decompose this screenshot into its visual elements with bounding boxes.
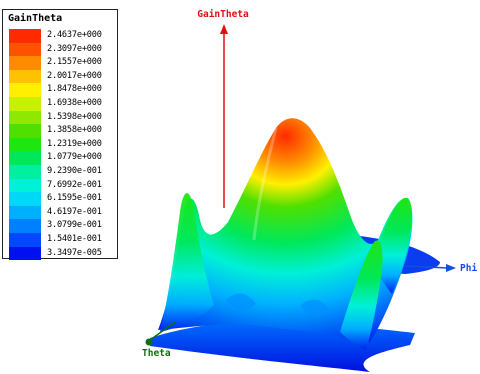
legend-entry: 2.4637e+000 [9,29,115,43]
legend-label: 2.3097e+000 [47,43,102,54]
y-axis-label: Theta [142,348,171,359]
legend-label: 6.1595e-001 [47,193,102,204]
legend-swatch [9,56,41,70]
legend-entry: 1.3858e+000 [9,124,115,138]
legend-swatch [9,110,41,125]
legend-label: 1.6938e+000 [47,98,102,108]
surface-sheen [252,127,278,241]
legend-swatch [9,178,41,193]
legend-label: 2.1557e+000 [47,57,102,68]
legend-entry: 1.5398e+000 [9,110,115,125]
y-axis-line [149,321,176,341]
legend-label: 1.5401e-001 [47,234,102,244]
x-axis-line [404,265,449,269]
legend-entry: 2.3097e+000 [9,42,115,57]
legend-title: GainTheta [8,13,63,24]
surface-front-lobe [340,240,383,350]
legend-label: 3.3497e-005 [47,247,102,258]
legend-swatch [9,124,41,138]
legend-entry: 1.5401e-001 [9,233,115,247]
legend-entry: 1.8478e+000 [9,83,115,97]
surface-main-lobe [158,118,413,342]
legend-swatch [9,29,41,43]
legend-entry: 2.0017e+000 [9,69,115,84]
legend-swatch [9,42,41,57]
legend-swatch [9,151,41,165]
y-axis-arrow [145,338,153,346]
legend-swatch [9,205,41,220]
legend: GainTheta 2.4637e+000 2.3097e+000 2.1557e+… [2,9,118,261]
legend-label: 3.0799e-001 [47,220,102,231]
legend-swatch [9,165,41,179]
legend-entry: 1.0779e+000 [9,151,115,165]
legend-entry: 1.6938e+000 [9,97,115,111]
legend-swatch [9,219,41,233]
legend-swatch [9,246,41,261]
legend-swatch [9,137,41,152]
z-axis-label: GainTheta [197,9,249,20]
legend-entry: 9.2390e-001 [9,165,115,179]
legend-entry: 6.1595e-001 [9,192,115,206]
legend-label: 2.0017e+000 [47,70,102,81]
legend-entry: 1.2319e+000 [9,137,115,152]
legend-swatch [9,192,41,206]
legend-entry: 4.6197e-001 [9,205,115,220]
surface-left-lobe [160,193,214,332]
legend-swatch [9,97,41,111]
legend-label: 1.3858e+000 [47,125,102,136]
legend-label: 1.8478e+000 [47,84,102,95]
legend-label: 1.0779e+000 [47,152,102,163]
legend-label: 1.2319e+000 [47,138,102,149]
legend-swatch [9,69,41,84]
legend-label: 9.2390e-001 [47,166,102,176]
legend-entry: 3.3497e-005 [9,246,115,261]
surface-valley [300,299,330,316]
surface-valley [226,293,256,310]
x-axis-label: Phi [460,263,477,274]
x-axis-arrow [446,264,456,272]
legend-entry: 7.6992e-001 [9,178,115,193]
legend-swatch [9,83,41,97]
legend-label: 4.6197e-001 [47,206,102,217]
legend-entry: 2.1557e+000 [9,56,115,70]
z-axis-arrow [220,24,228,34]
legend-swatch [9,233,41,247]
legend-entry: 3.0799e-001 [9,219,115,233]
legend-label: 7.6992e-001 [47,179,102,190]
legend-label: 2.4637e+000 [47,30,102,40]
legend-label: 1.5398e+000 [47,111,102,122]
